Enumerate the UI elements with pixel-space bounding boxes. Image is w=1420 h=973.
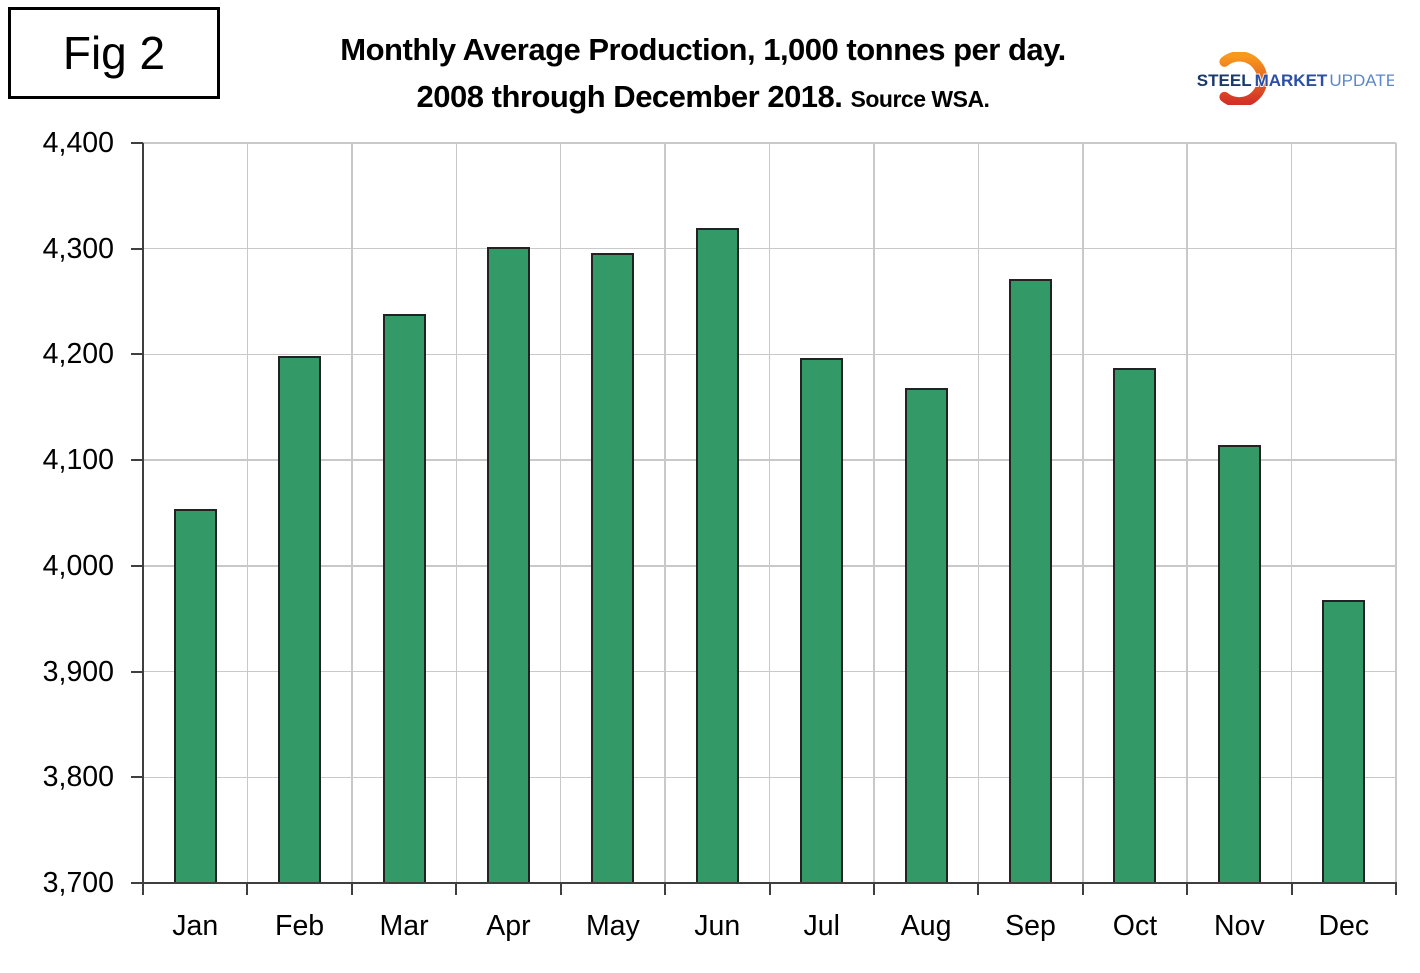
x-tick <box>664 883 667 895</box>
x-tick <box>1186 883 1189 895</box>
gridline-v <box>768 143 771 883</box>
x-tick <box>350 883 353 895</box>
gridline-v <box>455 143 457 883</box>
y-tick-label: 4,300 <box>42 232 114 265</box>
bar-sep <box>1009 279 1053 883</box>
y-tick <box>131 670 143 673</box>
x-tick <box>142 883 144 895</box>
y-tick-label: 3,900 <box>42 655 114 688</box>
y-tick <box>131 353 143 356</box>
y-tick <box>131 247 143 250</box>
y-tick-label: 4,200 <box>42 338 114 371</box>
bar-mar <box>382 314 426 883</box>
logo-svg: STEEL MARKET UPDATE <box>1197 51 1397 108</box>
x-tick-label-feb: Feb <box>275 910 325 942</box>
x-tick-label-jun: Jun <box>694 910 741 942</box>
gridline-v <box>1186 143 1188 883</box>
y-tick-label: 3,800 <box>42 761 114 794</box>
x-tick-label-nov: Nov <box>1214 910 1265 942</box>
y-tick-label: 4,400 <box>42 127 114 159</box>
bar-jul <box>800 357 844 883</box>
y-tick <box>131 564 143 567</box>
x-tick-label-dec: Dec <box>1318 910 1370 942</box>
x-axis-line <box>143 881 1397 884</box>
gridline-v <box>1082 143 1084 883</box>
gridline-v <box>559 143 562 883</box>
x-tick <box>1081 883 1084 895</box>
x-tick-label-oct: Oct <box>1112 910 1158 942</box>
logo-text-update: UPDATE <box>1329 71 1394 90</box>
x-tick <box>559 883 562 895</box>
y-tick <box>131 882 143 884</box>
x-tick <box>246 883 249 895</box>
y-tick <box>131 459 143 462</box>
x-tick <box>977 883 980 895</box>
bar-feb <box>278 355 322 883</box>
bar-nov <box>1217 445 1261 883</box>
x-tick <box>455 883 458 895</box>
bar-apr <box>486 246 530 883</box>
y-tick-label: 4,100 <box>42 444 114 477</box>
bar-may <box>591 252 635 883</box>
chart-title-line2: 2008 through December 2018. Source WSA. <box>416 79 990 114</box>
chart-title-line1: Monthly Average Production, 1,000 tonnes… <box>340 32 1066 67</box>
gridline-v <box>664 143 666 883</box>
chart-title-source: Source WSA. <box>850 86 990 112</box>
bar-jan <box>173 508 217 883</box>
x-tick <box>1395 883 1397 895</box>
bar-dec <box>1322 599 1366 883</box>
x-tick <box>1290 883 1293 895</box>
figure-label: Fig 2 <box>62 27 166 79</box>
figure-label-box: Fig 2 <box>8 7 220 99</box>
steel-market-update-logo: STEEL MARKET UPDATE <box>1190 51 1397 108</box>
gridline-v <box>873 143 875 883</box>
x-tick-label-aug: Aug <box>900 910 952 942</box>
x-tick-label-sep: Sep <box>1005 910 1056 942</box>
y-tick <box>131 142 143 144</box>
x-tick <box>872 883 875 895</box>
bar-aug <box>904 388 948 883</box>
chart-title: Monthly Average Production, 1,000 tonnes… <box>228 26 1178 123</box>
y-tick-label: 3,700 <box>42 867 114 899</box>
y-axis-line <box>141 143 144 884</box>
y-tick <box>131 776 143 779</box>
gridline-v <box>246 143 249 883</box>
y-tick-label: 4,000 <box>42 549 114 582</box>
bar-oct <box>1113 368 1157 883</box>
logo-text-steel: STEEL <box>1197 71 1252 90</box>
gridline-v <box>1395 143 1397 883</box>
x-tick-label-may: May <box>585 910 640 942</box>
logo-text-market: MARKET <box>1255 71 1328 90</box>
x-tick-label-jan: Jan <box>172 910 219 942</box>
plot-area <box>143 142 1397 883</box>
x-tick-label-jul: Jul <box>803 910 840 942</box>
x-tick-label-mar: Mar <box>379 910 429 942</box>
x-tick-label-apr: Apr <box>486 910 531 942</box>
x-tick <box>768 883 771 895</box>
gridline-v <box>977 143 980 883</box>
logo-swoosh-icon <box>1219 51 1268 108</box>
gridline-v <box>1290 143 1293 883</box>
bar-jun <box>695 227 739 883</box>
gridline-v <box>351 143 353 883</box>
